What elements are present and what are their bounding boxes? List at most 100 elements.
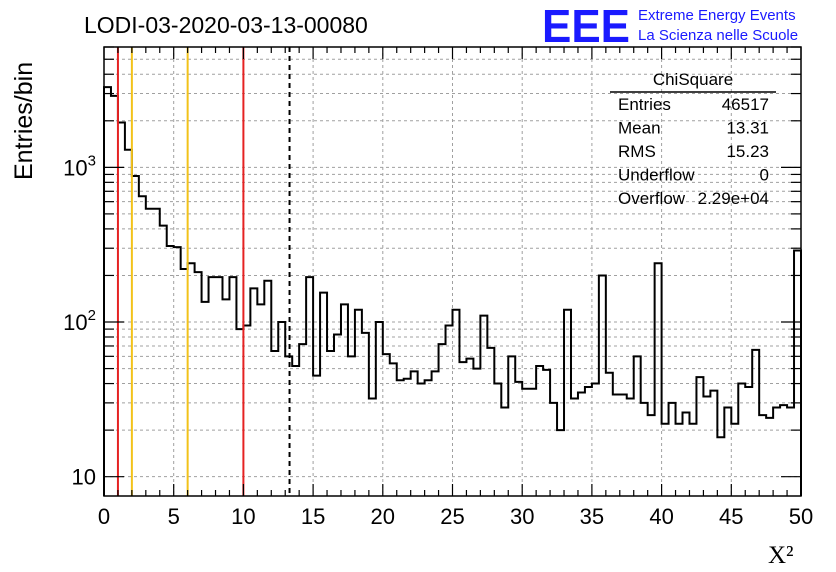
histogram-bin xyxy=(125,150,132,496)
histogram-bin xyxy=(501,408,508,496)
logo-line-2: La Scienza nelle Scuole xyxy=(638,27,798,44)
stats-box: ChiSquare Entries 46517 Mean 13.31 RMS 15.23 U… xyxy=(610,70,776,208)
y-tick-label: 103 xyxy=(63,152,96,180)
y-tick-label: 10 xyxy=(72,465,96,490)
histogram-bin xyxy=(731,424,738,496)
histogram-bin xyxy=(696,377,703,496)
histogram-bin xyxy=(250,288,257,496)
histogram-bin xyxy=(543,370,550,496)
histogram-bins xyxy=(103,86,802,496)
histogram-bin xyxy=(313,376,320,496)
x-tick-label: 50 xyxy=(789,504,813,529)
stats-row-label: Underflow xyxy=(618,166,695,185)
histogram-bin xyxy=(174,247,181,496)
histogram-bin xyxy=(794,250,801,496)
histogram-bin xyxy=(620,394,627,496)
stats-row-value: 0 xyxy=(760,166,769,185)
histogram-bin xyxy=(320,293,327,496)
histogram-bin xyxy=(264,281,271,496)
stats-row-value: 13.31 xyxy=(726,119,769,138)
histogram-bin xyxy=(453,310,460,496)
histogram-bin xyxy=(606,373,613,496)
histogram-bin xyxy=(432,371,439,496)
histogram-bin xyxy=(341,304,348,496)
histogram-bin xyxy=(306,277,313,496)
histogram-bin xyxy=(118,122,125,496)
histogram-bin xyxy=(599,275,606,496)
histogram-bin xyxy=(634,356,641,496)
x-tick-label: 25 xyxy=(440,504,464,529)
histogram-bin xyxy=(111,96,118,496)
histogram-bin xyxy=(641,403,648,496)
histogram-bin xyxy=(418,384,425,496)
histogram-bin xyxy=(459,362,466,496)
histogram-bin xyxy=(390,363,397,496)
histogram-bin xyxy=(439,344,446,496)
histogram-bin xyxy=(327,351,334,496)
histogram-bin xyxy=(299,344,306,496)
histogram-bin xyxy=(397,380,404,496)
histogram-bin xyxy=(522,389,529,496)
histogram-bin xyxy=(181,269,188,496)
histogram-bin xyxy=(689,424,696,496)
histogram-bin xyxy=(404,379,411,496)
histogram-bin xyxy=(473,369,480,496)
histogram-bin xyxy=(648,415,655,496)
histogram-bin xyxy=(257,304,264,496)
histogram-bin xyxy=(759,415,766,496)
histogram-bin xyxy=(278,322,285,496)
x-tick-label: 20 xyxy=(371,504,395,529)
stats-box-title: ChiSquare xyxy=(653,70,733,89)
x-tick-label: 30 xyxy=(510,504,534,529)
x-tick-label: 15 xyxy=(301,504,325,529)
histogram-bin xyxy=(578,393,585,496)
histogram-bin xyxy=(536,366,543,496)
histogram-bin xyxy=(292,366,299,496)
axes xyxy=(103,46,802,497)
histogram-bin xyxy=(662,424,669,496)
histogram-bin xyxy=(669,403,676,496)
histogram-bin xyxy=(487,348,494,496)
chart-title: LODI-03-2020-03-13-00080 xyxy=(84,12,368,38)
histogram-bin xyxy=(446,325,453,496)
histogram-bin xyxy=(376,322,383,496)
histogram-bin xyxy=(271,351,278,496)
eee-logo: EEE Extreme Energy Events La Scienza nel… xyxy=(542,0,798,52)
histogram-bin xyxy=(627,399,634,496)
logo-mark: EEE xyxy=(542,0,630,52)
histogram-bin xyxy=(229,277,236,496)
stats-row-value: 46517 xyxy=(722,95,769,114)
histogram-bin xyxy=(188,263,195,496)
histogram-outline xyxy=(103,86,802,496)
histogram-bin xyxy=(348,356,355,496)
x-tick-label: 45 xyxy=(719,504,743,529)
histogram-bin xyxy=(585,387,592,496)
x-tick-label: 35 xyxy=(580,504,604,529)
histogram-bin xyxy=(571,399,578,496)
histogram-bin xyxy=(529,389,536,496)
histogram-bin xyxy=(676,424,683,496)
histogram-bin xyxy=(655,263,662,496)
x-axis-label: X² xyxy=(768,542,794,569)
histogram-bin xyxy=(494,384,501,496)
histogram-bin xyxy=(243,325,250,496)
histogram-bin xyxy=(787,408,794,496)
x-tick-label: 10 xyxy=(231,504,255,529)
histogram-bin xyxy=(334,335,341,496)
histogram-bin xyxy=(132,176,139,496)
histogram-bin xyxy=(236,329,243,496)
histogram-bin xyxy=(216,277,223,496)
histogram-bin xyxy=(745,387,752,496)
y-tick-label: 102 xyxy=(63,307,96,335)
histogram-bin xyxy=(766,418,773,496)
histogram-bin xyxy=(383,354,390,496)
histogram-bin xyxy=(362,333,369,496)
histogram-bin xyxy=(139,196,146,496)
histogram-bin xyxy=(153,209,160,496)
histogram-bin xyxy=(683,412,690,496)
histogram-bin xyxy=(411,371,418,496)
histogram-bin xyxy=(480,316,487,496)
histogram-bin xyxy=(515,382,522,496)
histogram-bin xyxy=(222,299,229,496)
